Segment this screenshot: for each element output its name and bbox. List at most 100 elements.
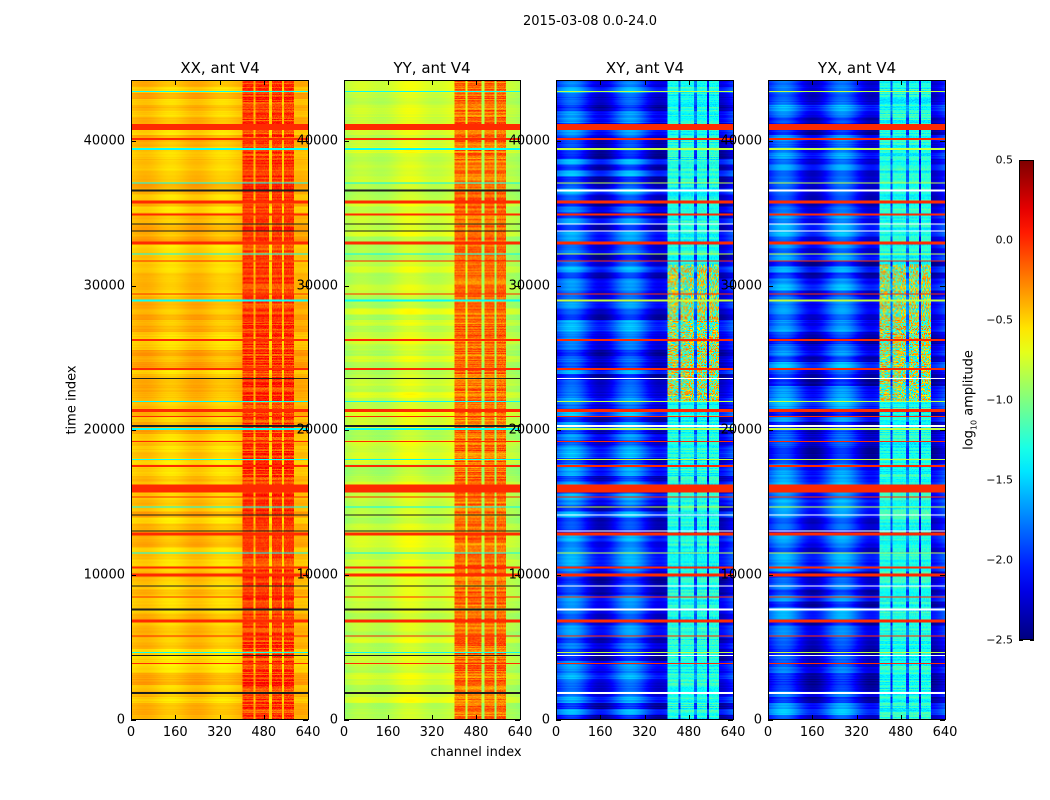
heatmap-yx bbox=[768, 80, 946, 720]
y-tick-mark bbox=[728, 720, 733, 721]
x-tick-mark bbox=[812, 715, 814, 720]
colorbar-tick-label: 0.5 bbox=[995, 153, 1014, 167]
x-tick-label: 0 bbox=[339, 725, 349, 740]
x-tick-mark bbox=[688, 715, 690, 720]
colorbar-tick-label: 0.0 bbox=[995, 233, 1014, 247]
y-tick-mark bbox=[131, 575, 136, 577]
x-tick-mark bbox=[344, 715, 345, 720]
x-tick-mark bbox=[175, 80, 177, 85]
x-tick-mark bbox=[688, 80, 690, 85]
x-tick-mark bbox=[308, 80, 309, 85]
colorbar-label: log10 amplitude bbox=[962, 350, 979, 450]
y-tick-label: 20000 bbox=[508, 422, 550, 438]
colorbar-tick-label: −2.5 bbox=[986, 633, 1013, 647]
y-tick-mark bbox=[940, 720, 945, 721]
y-axis-label: time index bbox=[64, 365, 80, 435]
x-tick-mark bbox=[131, 715, 132, 720]
y-tick-label: 0 bbox=[541, 712, 550, 728]
x-tick-label: 0 bbox=[763, 725, 773, 740]
y-tick-mark bbox=[728, 575, 733, 577]
y-tick-label: 0 bbox=[329, 712, 338, 728]
y-tick-mark bbox=[303, 285, 308, 287]
colorbar-label-sub: 10 bbox=[969, 419, 979, 431]
x-tick-mark bbox=[520, 715, 521, 720]
x-tick-mark bbox=[600, 80, 602, 85]
x-tick-mark bbox=[388, 715, 389, 720]
x-tick-label: 640 bbox=[932, 725, 958, 740]
panel-title-xy: XY, ant V4 bbox=[605, 59, 685, 77]
y-tick-label: 40000 bbox=[508, 133, 550, 149]
y-tick-label: 10000 bbox=[296, 567, 338, 583]
y-tick-mark bbox=[344, 140, 349, 142]
colorbar-tick-label: −2.0 bbox=[986, 553, 1013, 567]
y-tick-mark bbox=[940, 285, 945, 287]
x-tick-mark bbox=[388, 80, 389, 85]
x-tick-label: 160 bbox=[375, 725, 401, 740]
panel-title-yy: YY, ant V4 bbox=[393, 59, 471, 77]
x-tick-mark bbox=[556, 715, 557, 720]
x-tick-label: 640 bbox=[295, 725, 321, 740]
y-tick-mark bbox=[940, 575, 945, 577]
y-tick-mark bbox=[940, 430, 945, 432]
colorbar-tick-label: −0.5 bbox=[986, 313, 1013, 327]
y-tick-mark bbox=[556, 140, 561, 142]
x-tick-mark bbox=[600, 715, 602, 720]
y-tick-mark bbox=[515, 720, 520, 721]
y-tick-label: 10000 bbox=[83, 567, 125, 583]
y-tick-label: 40000 bbox=[83, 133, 125, 149]
x-tick-mark bbox=[733, 80, 734, 85]
x-tick-label: 640 bbox=[720, 725, 746, 740]
x-tick-label: 0 bbox=[126, 725, 136, 740]
x-tick-label: 480 bbox=[888, 725, 914, 740]
x-tick-mark bbox=[768, 715, 769, 720]
x-tick-mark bbox=[432, 715, 433, 720]
y-tick-label: 30000 bbox=[83, 278, 125, 294]
x-axis-label: channel index bbox=[430, 745, 522, 760]
x-tick-mark bbox=[175, 715, 177, 720]
colorbar bbox=[1019, 160, 1034, 640]
x-tick-mark bbox=[476, 715, 477, 720]
y-tick-mark bbox=[556, 430, 561, 432]
y-tick-mark bbox=[728, 140, 733, 142]
x-tick-label: 320 bbox=[419, 725, 445, 740]
y-tick-mark bbox=[131, 140, 136, 142]
x-tick-label: 640 bbox=[507, 725, 533, 740]
panel-title-yx: YX, ant V4 bbox=[817, 59, 897, 77]
heatmap-xx-canvas bbox=[132, 81, 308, 719]
y-tick-mark bbox=[556, 575, 561, 577]
y-tick-mark bbox=[344, 430, 349, 432]
x-tick-mark bbox=[432, 80, 433, 85]
y-tick-label: 10000 bbox=[508, 567, 550, 583]
x-tick-mark bbox=[945, 80, 946, 85]
y-tick-mark bbox=[515, 575, 520, 577]
y-tick-mark bbox=[768, 575, 773, 577]
x-tick-mark bbox=[476, 80, 477, 85]
y-tick-mark bbox=[768, 430, 773, 432]
x-tick-label: 160 bbox=[162, 725, 188, 740]
x-tick-label: 0 bbox=[551, 725, 561, 740]
y-tick-label: 40000 bbox=[296, 133, 338, 149]
x-tick-label: 320 bbox=[844, 725, 869, 740]
y-tick-mark bbox=[303, 575, 308, 577]
colorbar-label-suffix: amplitude bbox=[961, 350, 977, 420]
y-tick-mark bbox=[515, 140, 520, 142]
y-tick-mark bbox=[515, 285, 520, 287]
x-tick-mark bbox=[263, 80, 265, 85]
x-tick-mark bbox=[812, 80, 814, 85]
y-tick-mark bbox=[131, 430, 136, 432]
x-tick-mark bbox=[263, 715, 265, 720]
x-tick-label: 320 bbox=[207, 725, 232, 740]
y-tick-label: 0 bbox=[116, 712, 125, 728]
y-tick-label: 40000 bbox=[720, 133, 762, 149]
x-tick-mark bbox=[900, 715, 902, 720]
x-tick-mark bbox=[768, 80, 769, 85]
y-tick-mark bbox=[768, 285, 773, 287]
x-tick-label: 320 bbox=[632, 725, 657, 740]
x-tick-mark bbox=[520, 80, 521, 85]
x-tick-mark bbox=[644, 715, 646, 720]
y-tick-label: 20000 bbox=[720, 422, 762, 438]
heatmap-xy-canvas bbox=[557, 81, 733, 719]
y-tick-mark bbox=[768, 720, 773, 721]
x-tick-label: 160 bbox=[799, 725, 825, 740]
colorbar-tick-mark bbox=[1030, 640, 1034, 641]
